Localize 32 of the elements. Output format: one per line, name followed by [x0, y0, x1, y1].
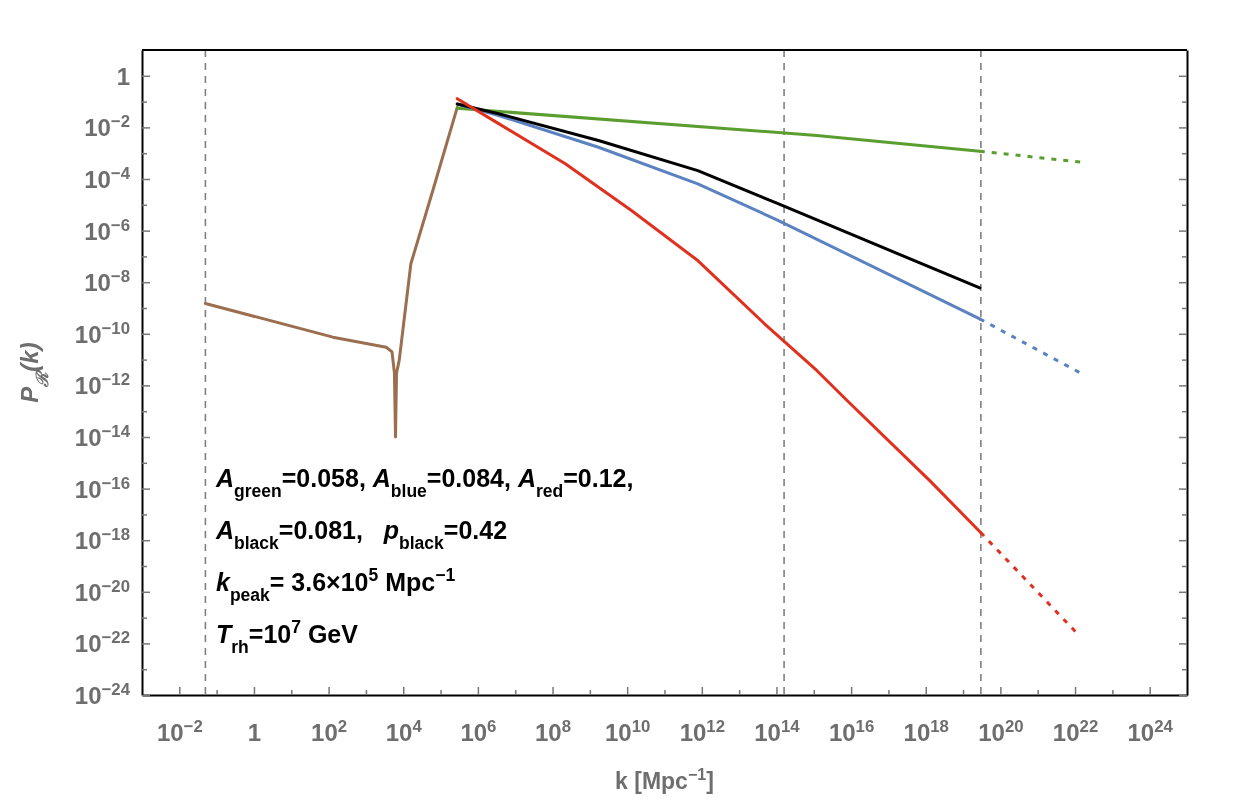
y-tick-label: 10$^{−4}$: [84, 163, 131, 193]
x-tick-label: 10$^{4}$: [385, 716, 423, 746]
x-tick-label: 10$^{20}$: [978, 716, 1024, 746]
x-tick-label: 10$^{−2}$: [156, 716, 203, 746]
y-tick-label: 10$^{−14}$: [74, 421, 131, 451]
text: A$_{green}$=0.058, A$_{blue}$=0.084, A$_{red}$=0.12,: [216, 464, 634, 501]
y-tick-label: 10$^{−22}$: [74, 627, 130, 658]
annotation: A$_{black}$=0.081, p$_{black}$=0.42: [215, 516, 508, 553]
annotation: k$_{peak}$= 3.6×10$^{5}$ Mpc$^{−1}$: [216, 565, 456, 605]
x-tick-label: 10$^{22}$: [1052, 716, 1099, 746]
x-tick-label: 10$^{12}$: [679, 716, 726, 746]
y-tick-label: 10$^{−20}$: [74, 576, 130, 606]
x-tick-label: 10$^{16}$: [828, 716, 875, 746]
x-tick-label: 10$^{2}$: [311, 716, 348, 746]
x-tick-label: 10$^{6}$: [460, 716, 497, 746]
y-tick-label: 10$^{−18}$: [74, 524, 130, 555]
x-tick-label: 10$^{18}$: [903, 716, 949, 746]
y-tick-label: 1: [116, 62, 130, 90]
y-tick-label: 10$^{−2}$: [84, 111, 130, 142]
x-axis-title: k [Mpc$^{−1}$]: [615, 765, 714, 794]
y-tick-label: 10$^{−24}$: [74, 679, 131, 709]
x-tick-label: 10$^{8}$: [535, 716, 572, 746]
y-tick-label: 10$^{−6}$: [84, 215, 130, 245]
x-tick-label: 10$^{14}$: [754, 716, 801, 746]
x-tick-label: 10$^{10}$: [604, 716, 651, 746]
y-tick-label: 10$^{−8}$: [84, 266, 130, 297]
y-tick-label: 10$^{−10}$: [74, 318, 130, 348]
x-tick-label: 10$^{24}$: [1127, 716, 1174, 746]
x-tick-label: 1: [247, 719, 262, 746]
y-tick-label: 10$^{−12}$: [74, 369, 130, 400]
annotation: T$_{rh}$=10$^{7}$ GeV: [216, 617, 359, 657]
y-tick-label: 10$^{−16}$: [74, 473, 130, 503]
